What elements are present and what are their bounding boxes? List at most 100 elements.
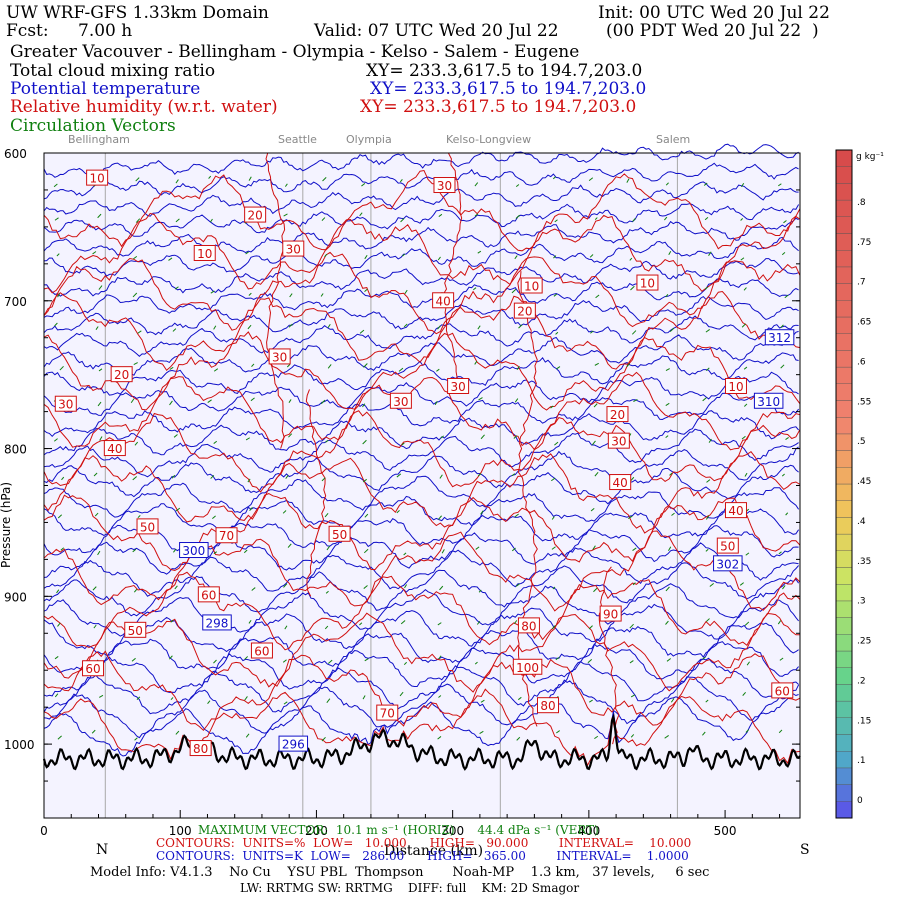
vector-250 xyxy=(437,622,442,626)
rh-label-22: 50 xyxy=(332,528,347,542)
vector-45 xyxy=(245,251,249,255)
max-vector-info: MAXIMUM VECTOR: 10.1 m s⁻¹ (HORIZ) 44.4 … xyxy=(198,823,599,837)
vector-307 xyxy=(437,736,442,740)
vector-53 xyxy=(553,255,557,259)
theta-contour-10 xyxy=(43,330,799,378)
vector-181 xyxy=(94,512,99,517)
rh-label-17: 40 xyxy=(107,442,122,456)
vector-256 xyxy=(665,620,669,625)
vector-204 xyxy=(213,551,217,555)
colorbar-cell-13 xyxy=(835,584,853,602)
vector-276 xyxy=(666,658,671,662)
theta-contour-6 xyxy=(43,258,799,297)
vector-247 xyxy=(324,625,329,630)
vector-58 xyxy=(740,257,745,261)
vector-113 xyxy=(556,366,561,370)
rh-label-10: 20 xyxy=(114,368,129,382)
vector-182 xyxy=(137,515,141,519)
vector-23 xyxy=(175,218,180,223)
vector-278 xyxy=(746,661,750,666)
vector-5 xyxy=(248,176,252,181)
vector-260 xyxy=(54,656,59,660)
vector-133 xyxy=(550,405,554,409)
vector-265 xyxy=(244,656,249,660)
vector-32 xyxy=(515,214,520,219)
vector-233 xyxy=(552,586,556,590)
vector-173 xyxy=(551,477,556,482)
x-tick-label-3: 300 xyxy=(441,824,464,838)
colorbar-cell-37 xyxy=(835,183,853,201)
colorbar-label-7: .45 xyxy=(857,477,871,487)
vector-125 xyxy=(250,397,255,402)
vector-142 xyxy=(134,441,139,446)
vector-57 xyxy=(708,251,712,256)
theta-contour-11 xyxy=(43,352,799,396)
vector-254 xyxy=(588,625,593,630)
vector-306 xyxy=(321,736,326,742)
rh-label-19-box xyxy=(724,502,747,519)
rh-label-24-box xyxy=(197,586,220,603)
theta-contour-13 xyxy=(43,392,799,438)
vector-107 xyxy=(327,364,332,369)
region-title: Greater Vacouver - Bellingham - Olympia … xyxy=(10,42,580,62)
rh-label-17-box xyxy=(103,440,126,457)
rh-label-16-box xyxy=(607,432,630,449)
vector-91 xyxy=(477,325,481,330)
vector-144 xyxy=(213,440,218,444)
vector-148 xyxy=(362,439,367,445)
vector-240 xyxy=(57,622,61,627)
colorbar-label-9: .35 xyxy=(857,557,871,567)
colorbar-cell-28 xyxy=(835,333,853,351)
x-tick-label-4: 400 xyxy=(577,824,600,838)
vector-270 xyxy=(438,655,442,660)
y-tick-label-1: 700 xyxy=(4,295,27,309)
colorbar-cell-18 xyxy=(835,500,853,518)
theta-label-1: 298 xyxy=(206,616,229,630)
vector-197 xyxy=(705,515,710,520)
vector-234 xyxy=(593,587,598,593)
colorbar-cell-25 xyxy=(835,383,853,401)
vector-187 xyxy=(324,513,329,518)
vector-230 xyxy=(439,585,444,591)
rh-label-15-box xyxy=(606,406,629,423)
vector-226 xyxy=(283,583,288,588)
vector-268 xyxy=(364,658,369,662)
rh-label-22-box xyxy=(328,525,351,542)
vector-52 xyxy=(514,255,518,260)
vector-50 xyxy=(437,256,441,261)
forecast-label: Fcst: xyxy=(6,21,49,41)
vector-217 xyxy=(705,548,709,552)
variable-vectors: Circulation Vectors xyxy=(10,116,176,136)
vector-140 xyxy=(53,438,58,442)
colorbar-cell-4 xyxy=(835,734,853,752)
vector-248 xyxy=(359,622,363,626)
rh-label-2-box xyxy=(282,240,305,257)
vector-119 xyxy=(780,364,785,369)
vector-166 xyxy=(285,475,289,479)
vector-284 xyxy=(207,700,211,705)
x-axis-north: N xyxy=(96,842,109,858)
theta-contour-12 xyxy=(43,371,799,416)
rh-label-21: 70 xyxy=(219,529,234,543)
theta-contour-26 xyxy=(43,641,799,697)
vector-95 xyxy=(631,330,637,335)
vector-141 xyxy=(99,436,103,441)
vector-36 xyxy=(664,216,668,221)
theta-contour-25 xyxy=(43,622,799,674)
vector-3 xyxy=(175,179,179,184)
vector-156 xyxy=(665,435,669,439)
colorbar-cell-12 xyxy=(835,600,853,618)
rh-label-30-box xyxy=(512,658,543,675)
vector-108 xyxy=(363,363,368,368)
vector-249 xyxy=(400,620,406,625)
colorbar-cell-24 xyxy=(835,400,853,418)
vector-267 xyxy=(327,659,333,664)
vector-295 xyxy=(630,694,636,698)
vector-15 xyxy=(626,178,630,183)
vector-26 xyxy=(283,213,288,217)
vector-62 xyxy=(132,292,138,298)
theta-contour-28 xyxy=(43,676,800,739)
valid-local-time: (00 PDT Wed 20 Jul 22 ) xyxy=(606,21,819,41)
vector-19 xyxy=(778,183,782,187)
